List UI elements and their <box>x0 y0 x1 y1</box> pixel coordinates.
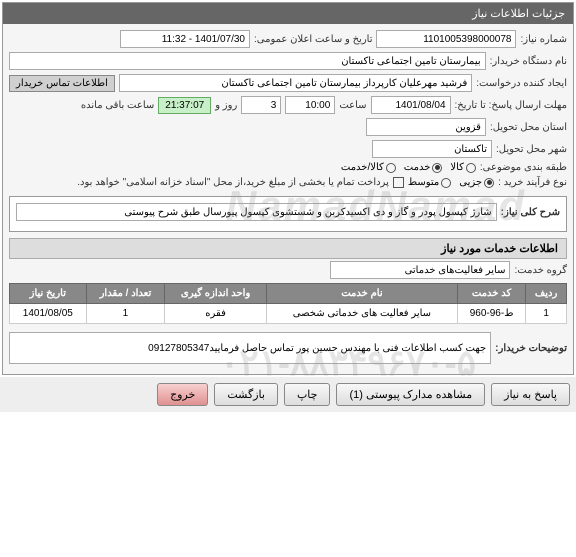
province-label: استان محل تحویل: <box>490 122 567 133</box>
radio-medium-label: متوسط <box>408 177 439 188</box>
announce-label: تاریخ و ساعت اعلان عمومی: <box>254 34 373 45</box>
requester-field: فرشید مهرعلیان کارپرداز بیمارستان تامین … <box>119 74 472 92</box>
table-header: واحد اندازه گیری <box>165 284 267 304</box>
radio-service[interactable] <box>432 163 442 173</box>
category-label: طبقه بندی موضوعی: <box>480 162 567 173</box>
radio-both-label: کالا/خدمت <box>341 162 384 173</box>
attachments-button[interactable]: مشاهده مدارک پیوستی (1) <box>336 383 485 406</box>
table-header: کد خدمت <box>457 284 525 304</box>
radio-both[interactable] <box>386 163 396 173</box>
deadline-label: مهلت ارسال پاسخ: تا تاریخ: <box>455 100 567 111</box>
table-cell: فقره <box>165 304 267 324</box>
deadline-time: 10:00 <box>285 96 335 114</box>
radio-service-label: خدمت <box>404 162 431 173</box>
main-panel: جزئیات اطلاعات نیاز شماره نیاز: 11010053… <box>2 2 574 375</box>
buyer-note-text: جهت کسب اطلاعات فنی با مهندس حسین پور تم… <box>9 332 491 364</box>
footer-buttons: پاسخ به نیاز مشاهده مدارک پیوستی (1) چاپ… <box>0 377 576 412</box>
print-button[interactable]: چاپ <box>284 383 331 406</box>
device-label: نام دستگاه خریدار: <box>490 56 567 67</box>
buyer-note-label: توضیحات خریدار: <box>495 343 567 354</box>
need-no-field: 1101005398000078 <box>376 30 516 48</box>
need-no-label: شماره نیاز: <box>520 34 567 45</box>
city-label: شهر محل تحویل: <box>496 144 567 155</box>
exit-button[interactable]: خروج <box>157 383 208 406</box>
desc-title-text: شارژ کپسول پودر و گاز و دی اکسیدکربن و ش… <box>16 203 497 221</box>
radio-medium[interactable] <box>441 178 451 188</box>
group-field: سایر فعالیت‌های خدماتی <box>330 261 510 279</box>
desc-title-label: شرح کلی نیاز: <box>501 207 560 218</box>
table-header: ردیف <box>526 284 567 304</box>
device-field: بیمارستان تامین اجتماعی تاکستان <box>9 52 486 70</box>
days-field: 3 <box>241 96 281 114</box>
radio-minor-label: جزیی <box>459 177 482 188</box>
table-row: 1ط-96-960سایر فعالیت های خدماتی شخصیفقره… <box>10 304 567 324</box>
radio-goods[interactable] <box>466 163 476 173</box>
city-field: تاکستان <box>372 140 492 158</box>
panel-title: جزئیات اطلاعات نیاز <box>3 3 573 24</box>
payment-note: پرداخت تمام یا بخشی از مبلغ خرید،از محل … <box>77 177 389 188</box>
announce-field: 1401/07/30 - 11:32 <box>120 30 250 48</box>
radio-goods-label: کالا <box>450 162 464 173</box>
table-cell: ط-96-960 <box>457 304 525 324</box>
services-header: اطلاعات خدمات مورد نیاز <box>9 238 567 259</box>
deadline-date: 1401/08/04 <box>371 96 451 114</box>
payment-checkbox[interactable] <box>393 177 404 188</box>
category-radios: کالا خدمت کالا/خدمت <box>341 162 476 173</box>
province-field: قزوین <box>366 118 486 136</box>
services-table: ردیفکد خدمتنام خدمتواحد اندازه گیریتعداد… <box>9 283 567 324</box>
table-cell: 1401/08/05 <box>10 304 87 324</box>
back-button[interactable]: بازگشت <box>214 383 278 406</box>
days-label: روز و <box>215 100 237 111</box>
purchase-type-label: نوع فرآیند خرید : <box>498 177 567 188</box>
countdown: 21:37:07 <box>158 97 211 114</box>
group-label: گروه خدمت: <box>514 265 567 276</box>
table-header: تاریخ نیاز <box>10 284 87 304</box>
table-header: تعداد / مقدار <box>86 284 165 304</box>
table-header: نام خدمت <box>266 284 457 304</box>
respond-button[interactable]: پاسخ به نیاز <box>491 383 570 406</box>
table-cell: 1 <box>526 304 567 324</box>
purchase-type-radios: جزیی متوسط <box>408 177 494 188</box>
requester-label: ایجاد کننده درخواست: <box>476 78 567 89</box>
contact-button[interactable]: اطلاعات تماس خریدار <box>9 75 115 92</box>
table-cell: 1 <box>86 304 165 324</box>
radio-minor[interactable] <box>484 178 494 188</box>
remaining-label: ساعت باقی مانده <box>81 100 154 111</box>
time-label: ساعت <box>339 100 366 111</box>
table-cell: سایر فعالیت های خدماتی شخصی <box>266 304 457 324</box>
